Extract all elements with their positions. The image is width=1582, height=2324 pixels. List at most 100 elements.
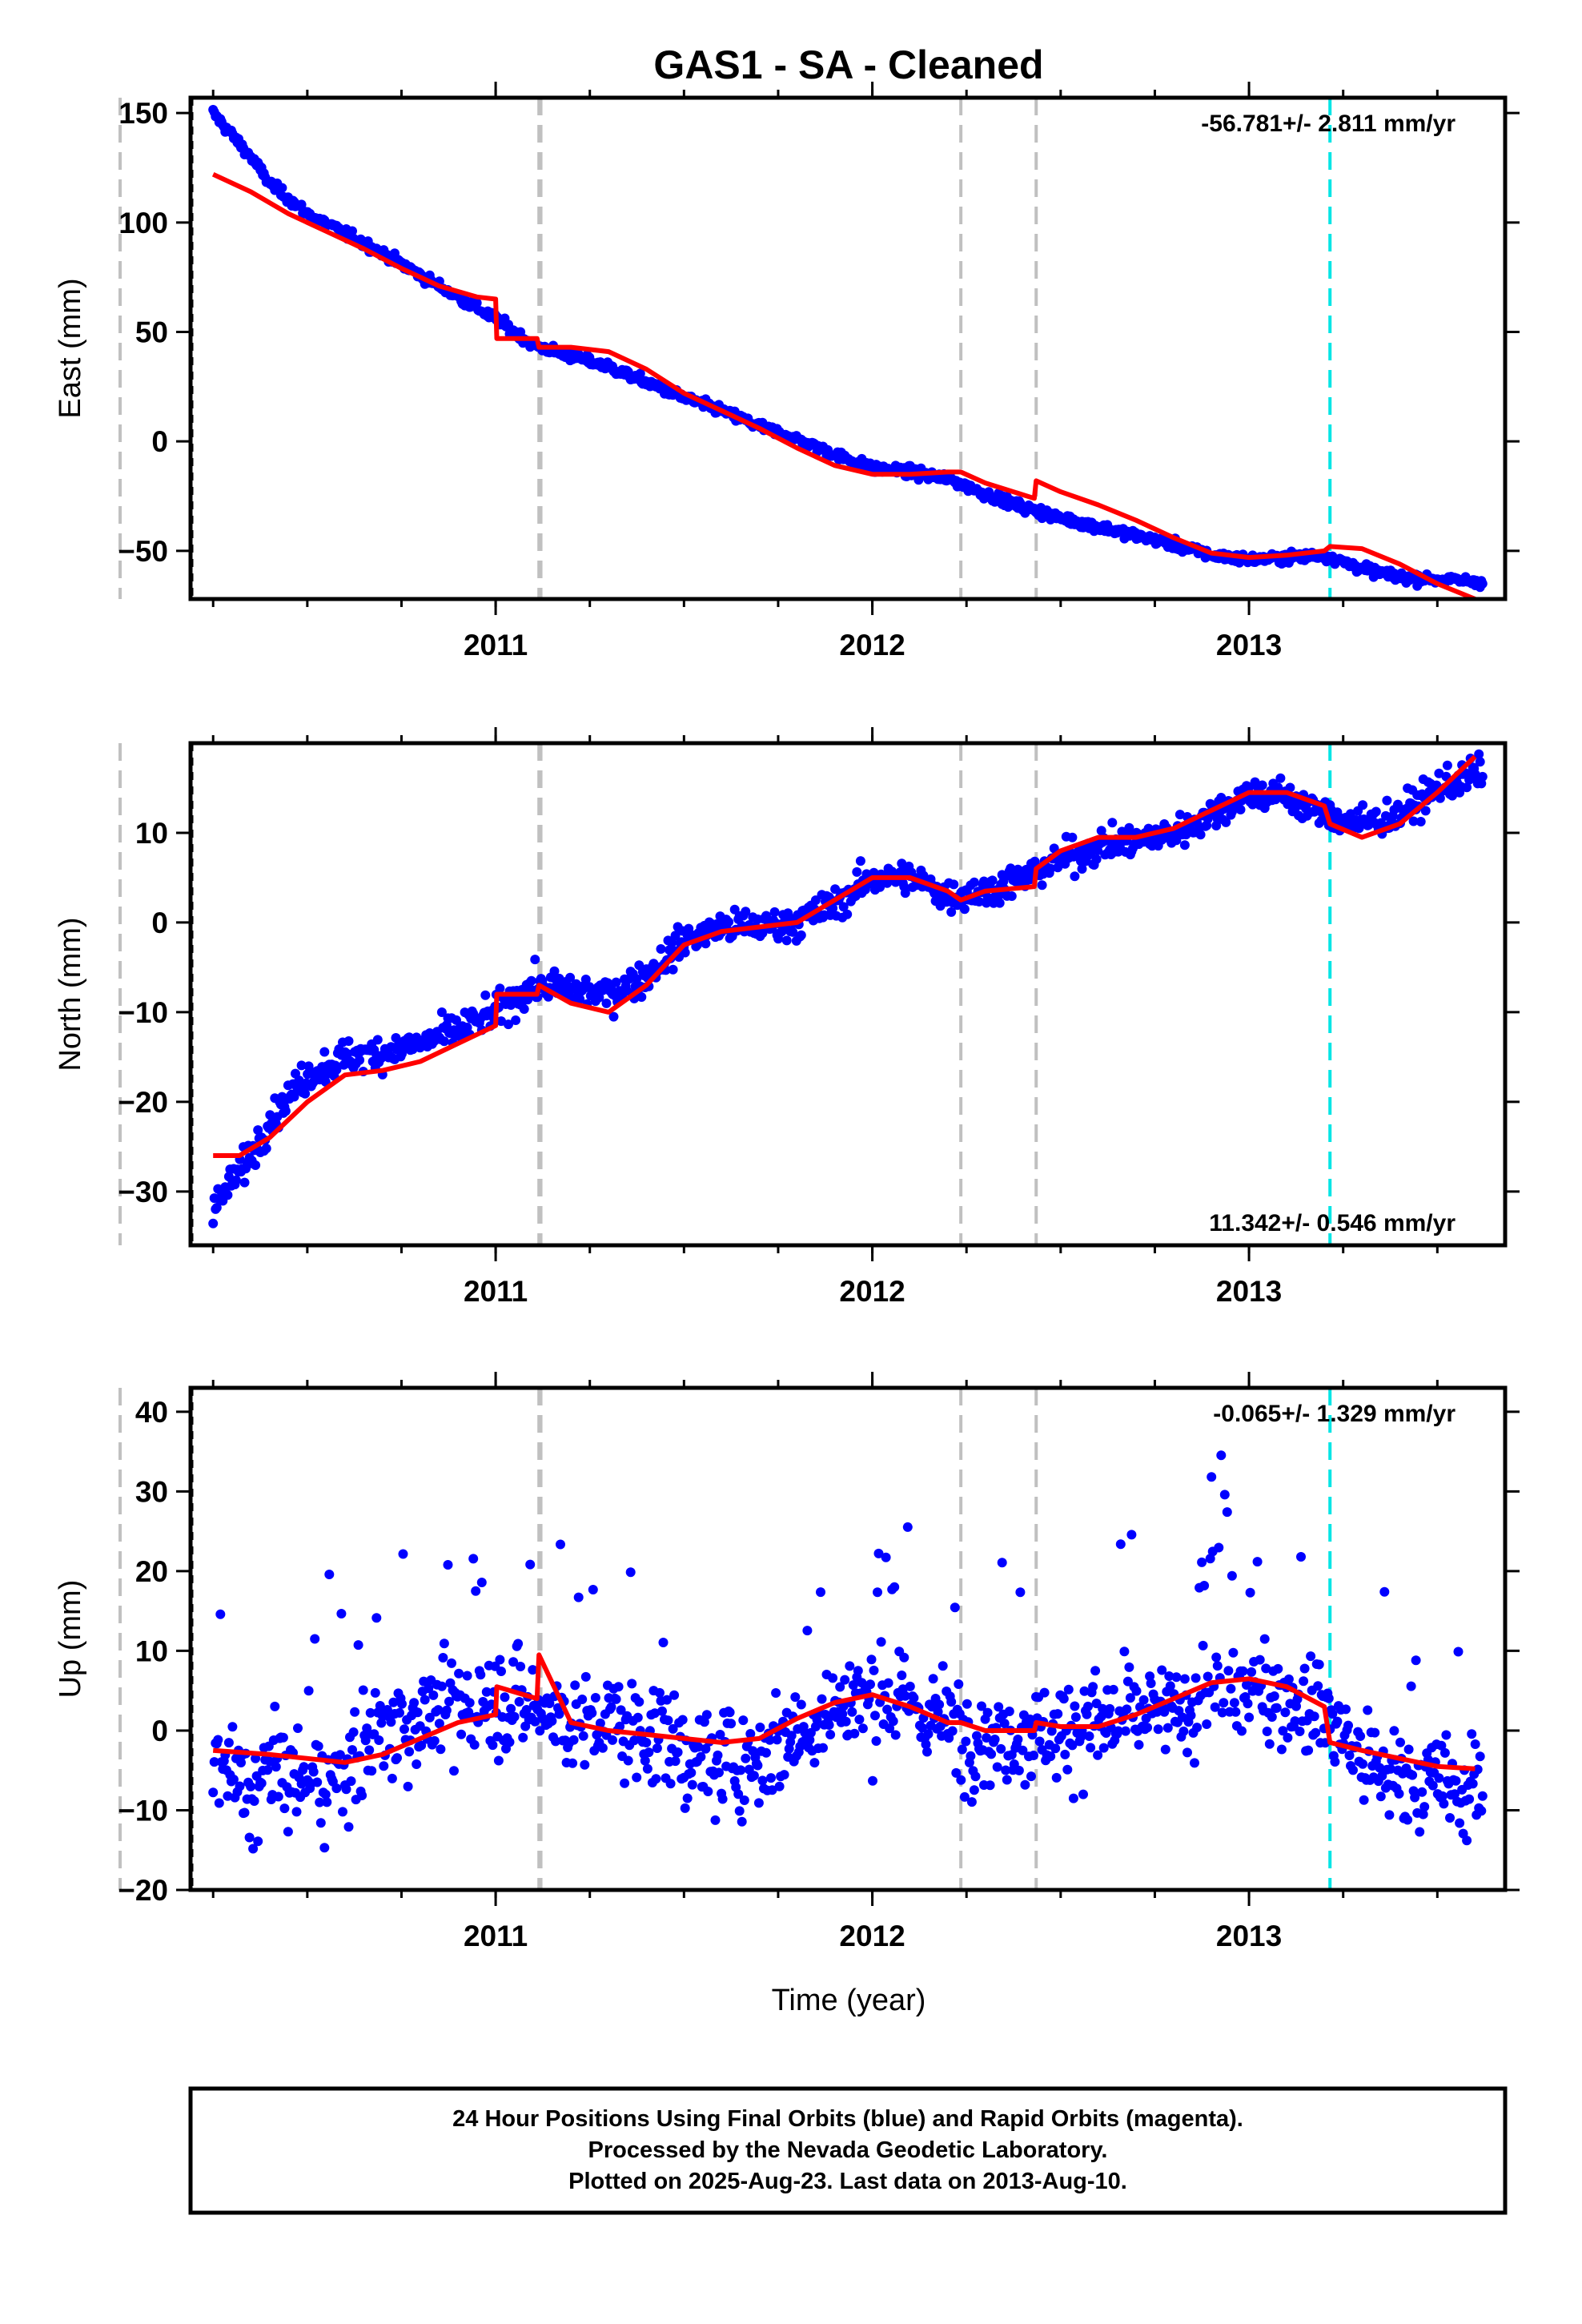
data-point [213,1735,223,1745]
data-point [883,1678,893,1688]
data-point [641,1738,652,1747]
data-point [434,1719,444,1729]
data-point [293,1723,303,1733]
data-point [530,955,540,965]
data-point [516,1662,526,1671]
data-point [595,1718,605,1728]
data-point [868,1775,877,1786]
data-point [319,1843,330,1853]
data-point [1358,1759,1368,1769]
data-point [1247,1667,1257,1677]
data-point [429,1735,440,1746]
data-point [715,1730,725,1739]
data-point [228,1775,239,1784]
data-point [1026,1771,1036,1782]
data-point [223,1738,234,1748]
data-point [476,1578,487,1587]
data-point [733,1789,744,1799]
data-point [849,1728,860,1739]
data-point [1439,1747,1450,1758]
data-point [283,1827,293,1837]
data-point [1309,1711,1319,1722]
data-point [1467,1729,1477,1739]
data-point [900,888,910,899]
data-point [575,994,585,1004]
data-point [1303,1745,1314,1755]
data-point [1216,1450,1227,1461]
data-point [1120,1726,1130,1736]
data-point [1202,1719,1212,1729]
data-point [444,1696,454,1707]
data-point [456,1729,467,1739]
data-point [1411,1655,1421,1666]
data-point [1415,817,1426,826]
data-point [1278,1726,1288,1736]
data-point [341,1784,351,1795]
data-point [1088,1682,1098,1692]
data-point [737,1816,747,1827]
data-point [433,1705,444,1715]
data-point [1243,1699,1253,1709]
data-point [1157,1665,1167,1675]
data-point [1186,1711,1196,1720]
data-point [959,1791,970,1802]
data-point [667,938,677,948]
data-point [1216,793,1227,802]
data-point [1018,1745,1028,1755]
data-point [966,1797,977,1807]
data-point [1295,1727,1305,1736]
panel-1: 2011 2012 2013 150 100 50 0 −50 East (mm) -56.781… [54,82,1520,661]
data-point [1323,1693,1334,1703]
data-point [1238,1666,1248,1676]
data-point [736,1765,746,1775]
data-point [375,1701,385,1711]
data-point [428,1690,439,1700]
data-point [738,1715,749,1726]
data-point [909,1693,919,1703]
data-point [615,1721,625,1731]
data-point [271,1762,281,1772]
data-point [495,1655,505,1665]
data-point [961,1736,971,1747]
data-point [865,1679,875,1690]
data-point [355,1055,365,1065]
data-point [279,1803,290,1814]
data-point [1403,1744,1414,1755]
data-point [1408,816,1419,826]
data-point [1314,1659,1324,1670]
data-point [658,1638,669,1647]
data-point [825,1730,836,1739]
data-point [1015,1587,1026,1598]
data-point [239,1807,250,1818]
data-point [386,1717,396,1727]
data-point [757,1775,768,1786]
data-point [1165,1681,1175,1691]
data-point [838,902,849,912]
data-point [209,1757,219,1767]
data-point [1037,880,1047,891]
data-point [1178,1726,1189,1736]
data-point [999,1719,1010,1729]
data-point [1231,1707,1241,1717]
data-point [1062,1764,1073,1775]
data-point [1343,1720,1353,1731]
data-point [1439,1799,1449,1809]
data-point [235,1781,245,1791]
data-point [296,1060,307,1071]
data-point [568,1735,579,1745]
model-curve [212,1652,1476,1771]
data-point [1259,1634,1270,1644]
velocity-annotation: 11.342+/- 0.546 mm/yr [1209,1210,1456,1236]
data-point [627,1679,637,1689]
data-point [403,1781,413,1791]
data-point [518,1732,528,1743]
data-point [713,1750,723,1760]
data-point [786,1731,797,1741]
velocity-annotation: -0.065+/- 1.329 mm/yr [1213,1401,1456,1427]
data-point [525,1559,536,1570]
data-point [594,992,604,1003]
data-point [438,1653,448,1663]
data-point [670,931,681,941]
data-point [665,1779,676,1789]
